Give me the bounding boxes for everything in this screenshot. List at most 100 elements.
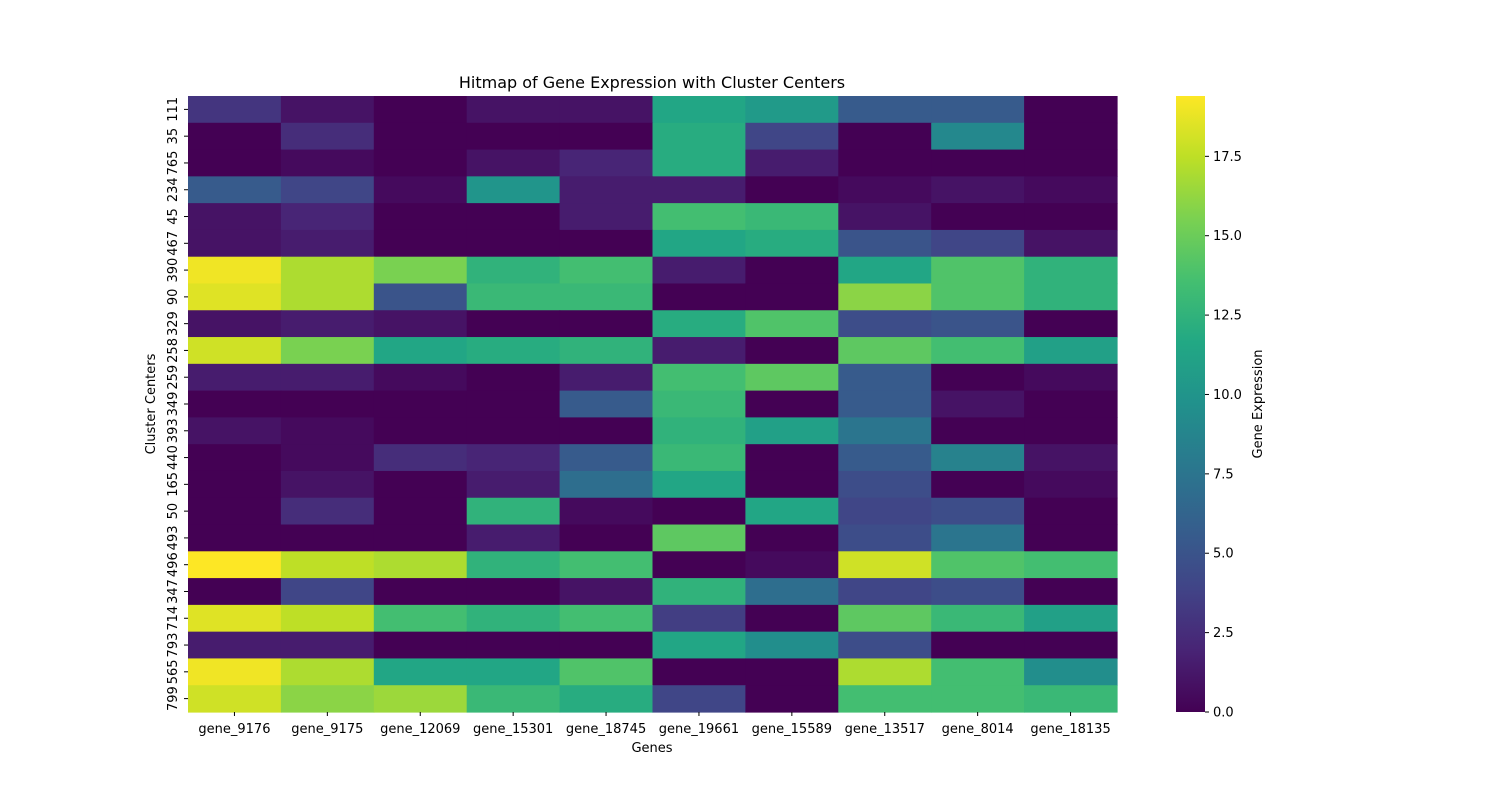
heatmap-cell	[652, 417, 746, 445]
heatmap-cell	[188, 122, 282, 151]
colorbar-tick-label: 7.5	[1213, 467, 1234, 482]
heatmap-cell	[466, 310, 561, 338]
chart-title: Hitmap of Gene Expression with Cluster C…	[459, 73, 845, 92]
heatmap-cell	[652, 685, 746, 713]
heatmap-cell	[188, 229, 282, 258]
heatmap-cell	[931, 551, 1025, 579]
y-tick-label: 349	[166, 392, 181, 417]
heatmap-cell	[559, 229, 654, 258]
heatmap-cell	[1024, 658, 1118, 686]
heatmap-cell	[188, 363, 282, 392]
heatmap-cell	[652, 390, 746, 418]
heatmap-cell	[466, 337, 561, 365]
heatmap-cell	[373, 685, 468, 713]
heatmap-cell	[1024, 524, 1118, 552]
y-tick-label: 45	[166, 208, 181, 225]
x-axis-label: Genes	[631, 741, 672, 756]
heatmap-cell	[373, 390, 468, 418]
heatmap-cell	[745, 96, 839, 124]
heatmap-cell	[745, 470, 839, 499]
heatmap-cell	[745, 524, 839, 552]
heatmap-cell	[373, 176, 468, 204]
x-tick-label: gene_15589	[752, 722, 832, 737]
heatmap-cell	[838, 149, 932, 177]
heatmap-cell	[466, 658, 561, 686]
heatmap-cell	[559, 578, 654, 606]
heatmap-cell	[280, 256, 375, 285]
heatmap-cell	[931, 283, 1025, 311]
heatmap-cell	[931, 497, 1025, 526]
heatmap-cell	[652, 578, 746, 606]
heatmap-cell	[188, 524, 282, 552]
heatmap-cell	[1024, 631, 1118, 660]
y-tick-label: 234	[166, 177, 181, 202]
heatmap-cell	[188, 444, 282, 472]
y-tick-label: 347	[166, 579, 181, 604]
heatmap-cell	[280, 631, 375, 660]
heatmap-cell	[1024, 122, 1118, 151]
heatmap-cell	[559, 551, 654, 579]
heatmap-cell	[466, 149, 561, 177]
colorbar-ticks: 0.0 2.5 5.0 7.5 10.0 12.5 15.0 17.5	[1205, 150, 1242, 721]
heatmap-cell	[373, 310, 468, 338]
heatmap-cell	[280, 149, 375, 177]
heatmap-cell	[280, 470, 375, 499]
y-tick-label: 799	[166, 686, 181, 711]
heatmap-cell	[652, 256, 746, 285]
heatmap-cell	[373, 283, 468, 311]
heatmap-cell	[373, 337, 468, 365]
heatmap-cell	[652, 363, 746, 392]
heatmap-cell	[280, 497, 375, 526]
heatmap-cell	[745, 390, 839, 418]
heatmap-cell	[188, 310, 282, 338]
heatmap-cell	[1024, 229, 1118, 258]
heatmap-cell	[280, 444, 375, 472]
heatmap-cell	[931, 470, 1025, 499]
heatmap-cell	[745, 551, 839, 579]
heatmap-cell	[188, 390, 282, 418]
heatmap-cell	[1024, 604, 1118, 633]
heatmap-cell	[280, 176, 375, 204]
x-tick-label: gene_9176	[198, 722, 270, 737]
heatmap-cell	[280, 604, 375, 633]
heatmap-cell	[838, 470, 932, 499]
y-tick-label: 440	[166, 445, 181, 470]
heatmap-cell	[652, 470, 746, 499]
heatmap-cell	[280, 685, 375, 713]
heatmap-cell	[745, 337, 839, 365]
heatmap-cell	[838, 363, 932, 392]
heatmap-cell	[745, 497, 839, 526]
heatmap-cell	[373, 417, 468, 445]
heatmap-cell	[280, 390, 375, 418]
heatmap-cell	[652, 203, 746, 231]
heatmap-cell	[652, 149, 746, 177]
heatmap-cell	[652, 176, 746, 204]
heatmap-cell	[188, 497, 282, 526]
heatmap-cell	[188, 176, 282, 204]
heatmap-cell	[931, 337, 1025, 365]
heatmap-cell	[373, 631, 468, 660]
heatmap-cell	[652, 337, 746, 365]
heatmap-cell	[559, 417, 654, 445]
heatmap-cell	[188, 631, 282, 660]
colorbar-tick-label: 10.0	[1213, 388, 1242, 403]
heatmap-cell	[838, 524, 932, 552]
colorbar-tick-label: 12.5	[1213, 309, 1242, 324]
heatmap-cell	[652, 310, 746, 338]
heatmap-cell	[466, 176, 561, 204]
colorbar-label: Gene Expression	[1251, 349, 1266, 458]
heatmap-cell	[745, 176, 839, 204]
heatmap-cell	[188, 578, 282, 606]
heatmap-cell	[652, 283, 746, 311]
x-tick-label: gene_13517	[845, 722, 925, 737]
x-tick-label: gene_9175	[291, 722, 363, 737]
heatmap-cell	[188, 256, 282, 285]
heatmap-cell	[466, 685, 561, 713]
heatmap-cell	[745, 122, 839, 151]
heatmap-cell	[373, 497, 468, 526]
heatmap-cell	[838, 658, 932, 686]
heatmap-cell	[931, 658, 1025, 686]
heatmap-cell	[466, 631, 561, 660]
heatmap-cell	[373, 658, 468, 686]
